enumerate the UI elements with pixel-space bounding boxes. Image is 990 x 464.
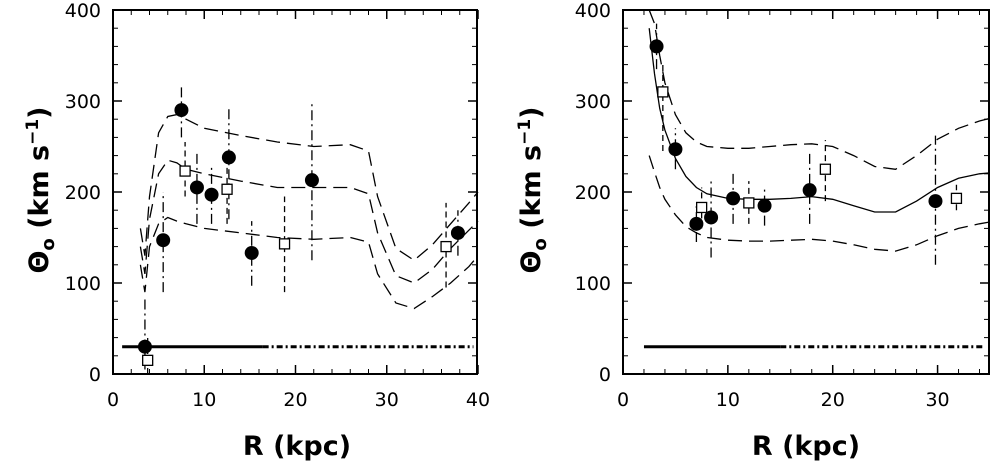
left-y-label-sub: o [38, 238, 59, 250]
left-y-axis-label: Θo (km s−1) [23, 106, 59, 273]
right-model-curve [648, 155, 990, 252]
right-data-point-filled [726, 191, 741, 206]
left-y-tick-label: 100 [65, 273, 101, 295]
left-y-tick-label: 400 [65, 0, 101, 22]
left-data-point-open [142, 354, 154, 367]
left-data-point-filled [204, 187, 219, 202]
left-data-point-open [278, 238, 291, 250]
right-y-label-close: ) [516, 106, 547, 118]
left-data-point-filled [450, 225, 465, 240]
right-x-axis-label: R (kpc) [752, 431, 860, 462]
right-y-tick-label: 100 [575, 273, 611, 295]
right-x-tick-label: 10 [716, 389, 740, 411]
left-panel: Θo (km s−1) R (kpc) 0 10 20 30 4001002003004… [23, 0, 490, 462]
right-x-tick-label: 20 [821, 389, 845, 411]
right-data-point-filled [668, 142, 683, 157]
left-data-point-filled [156, 233, 171, 248]
right-y-label-symbol: Θ [516, 251, 547, 274]
left-data-point-filled [221, 150, 236, 165]
right-y-tick-label: 200 [575, 182, 611, 204]
left-x-tick-label: 30 [375, 389, 399, 411]
right-data-point-filled [802, 183, 817, 198]
left-data-point-open [221, 183, 233, 195]
left-y-label-exp: −1 [23, 119, 43, 145]
left-data-point-filled [189, 180, 204, 195]
right-data-point-filled [704, 210, 719, 225]
right-data-point-filled [689, 216, 704, 231]
right-data-point-open [695, 201, 708, 214]
left-model-curve [139, 113, 479, 262]
right-y-label-unit: (km s [516, 145, 547, 229]
right-y-label-sub: o [530, 238, 551, 250]
right-y-axis-label: Θo (km s−1) [515, 106, 551, 273]
left-x-tick-label: 0 [107, 389, 119, 411]
right-x-tick-label: 30 [925, 389, 949, 411]
right-data-point-open [743, 197, 755, 209]
right-data-point-filled [757, 198, 772, 213]
right-data-point-open [657, 86, 669, 98]
left-y-label-unit: (km s [24, 145, 55, 229]
left-x-tick-label: 10 [192, 389, 216, 411]
left-data-point-filled [137, 339, 152, 354]
left-data-point-open [440, 240, 452, 253]
right-data-point-filled [928, 194, 943, 209]
right-data-point-open [950, 192, 963, 205]
left-x-tick-label: 20 [283, 389, 307, 411]
left-data-point-open [179, 165, 191, 177]
left-x-axis-label: R (kpc) [243, 431, 351, 462]
left-x-tick-label: 40 [466, 389, 490, 411]
left-data-point-filled [244, 245, 259, 260]
right-x-tick-label: 0 [617, 389, 629, 411]
right-model-curve [648, 28, 990, 213]
left-model-curve [139, 159, 479, 284]
left-data-point-filled [174, 103, 189, 118]
left-y-tick-label: 0 [89, 364, 101, 386]
left-y-label-close: ) [24, 106, 55, 118]
left-data-point-filled [304, 173, 319, 188]
right-y-tick-label: 400 [575, 0, 611, 22]
right-data-point-filled [649, 39, 664, 54]
left-plot-frame [112, 9, 478, 375]
left-y-tick-label: 300 [65, 91, 101, 113]
left-model-curve [139, 216, 479, 310]
right-data-point-open [819, 163, 832, 175]
right-y-tick-label: 0 [599, 364, 611, 386]
left-y-label-symbol: Θ [24, 251, 55, 274]
right-y-label-exp: −1 [515, 119, 535, 145]
right-model-curve [648, 9, 990, 170]
left-y-tick-label: 200 [65, 182, 101, 204]
right-y-tick-label: 300 [575, 91, 611, 113]
